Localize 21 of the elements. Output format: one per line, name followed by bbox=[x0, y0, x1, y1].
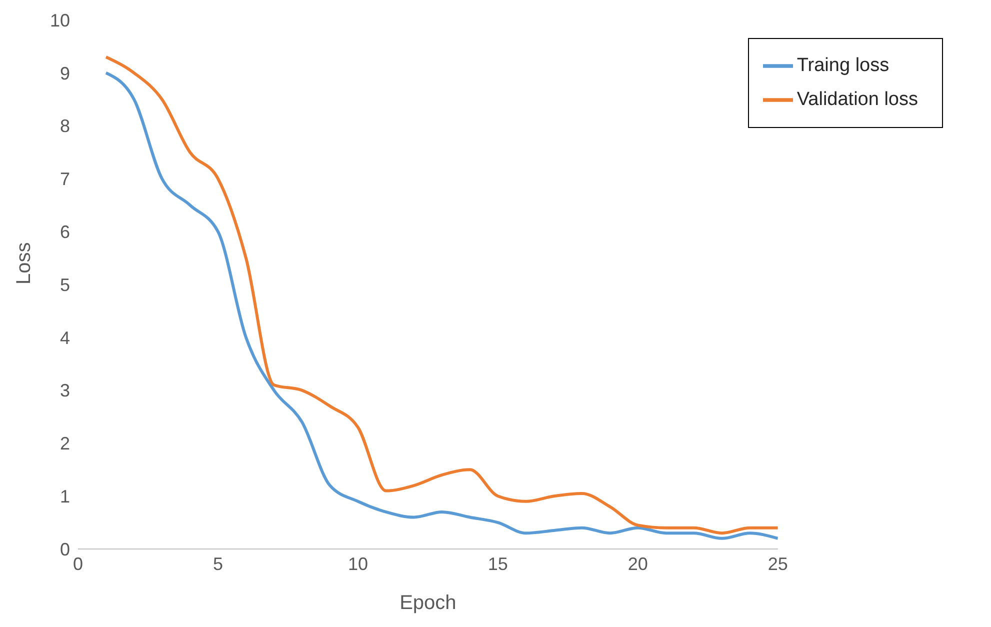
y-tick-label: 1 bbox=[60, 486, 70, 506]
y-tick-label: 7 bbox=[60, 169, 70, 190]
y-tick-label: 9 bbox=[60, 63, 70, 84]
x-tick-label: 25 bbox=[768, 554, 788, 574]
y-axis-title: Loss bbox=[13, 242, 36, 284]
y-tick-label: 2 bbox=[60, 434, 70, 454]
x-tick-label: 10 bbox=[348, 554, 368, 574]
x-tick-label: 0 bbox=[72, 554, 84, 574]
y-tick-label: 5 bbox=[60, 274, 70, 295]
y-tick-label: 10 bbox=[50, 10, 70, 30]
y-tick-label: 6 bbox=[60, 222, 70, 242]
y-tick-label: 4 bbox=[60, 328, 70, 348]
x-tick-label: 15 bbox=[488, 554, 508, 574]
y-tick-label: 8 bbox=[60, 116, 70, 136]
legend-label: Validation loss bbox=[796, 89, 918, 110]
y-tick-label: 0 bbox=[60, 539, 70, 560]
x-tick-label: 5 bbox=[212, 554, 223, 574]
x-axis-title: Epoch bbox=[400, 592, 456, 614]
y-tick-label: 3 bbox=[60, 380, 70, 401]
legend-label: Traing loss bbox=[796, 55, 890, 76]
x-tick-label: 20 bbox=[628, 554, 648, 574]
